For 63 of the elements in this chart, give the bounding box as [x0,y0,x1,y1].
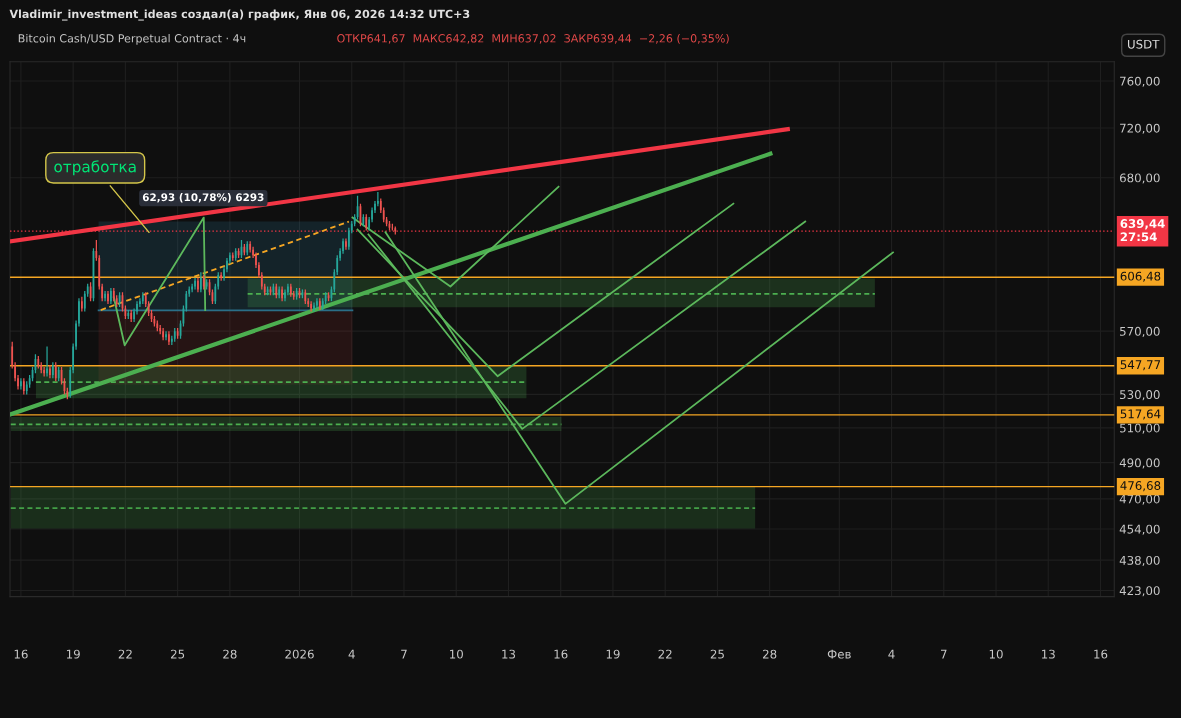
candlestick [194,277,196,291]
annotation: отработка [54,160,136,176]
candlestick [80,296,83,313]
candlestick [316,297,318,310]
x-tick-label: Фев [827,649,851,659]
candlestick [20,377,22,391]
x-tick-label: 4 [888,649,895,659]
chart-title: Bitcoin Cash/USD Perpetual Contract · 4ч [18,33,246,45]
candlestick [49,364,51,379]
x-tick-label: 13 [502,649,516,659]
ref-line-label: 639,44 27:54 [1120,219,1165,242]
x-tick-label: 25 [170,649,185,659]
x-tick-label: 28 [223,649,237,659]
annotation: 62,93 (10,78%) 6293 [142,193,264,203]
x-tick-label: 19 [66,649,80,659]
candlestick [197,277,199,293]
candlestick [199,271,202,293]
ref-line-label: 547,77 [1120,360,1161,371]
x-tick-label: 25 [710,649,724,659]
candlestick [104,290,106,302]
x-tick-label: 10 [450,649,463,659]
x-tick-label: 16 [554,649,568,659]
candlestick [107,290,109,305]
candlestick [168,330,170,346]
ref-line-label: 517,64 [1120,409,1161,420]
line-series [112,216,207,347]
y-tick-label: 720,00 [1120,123,1160,134]
x-tick-label: 7 [940,649,947,659]
candlestick [345,237,347,251]
y-tick-label: 680,00 [1119,173,1160,184]
y-tick-label: 423,00 [1119,586,1160,597]
candlestick [281,285,283,302]
y-tick-label: 760,00 [1120,76,1160,87]
x-tick-label: 22 [118,649,132,659]
x-tick-label: 10 [989,649,1003,659]
candlestick [313,301,315,313]
chart-subtitle: ОТКР641,67 МАКС642,82 МИН637,02 ЗАКР639,44 −2,26 (−0,35%) [337,33,729,44]
y-tick-label: 490,00 [1119,458,1160,469]
y-tick-label: 570,00 [1120,326,1160,337]
x-tick-label: 16 [1094,649,1108,659]
candlestick [162,327,164,341]
candlestick [46,345,48,378]
x-tick-label: 4 [348,649,355,659]
y-tick-label: 438,00 [1119,555,1160,567]
x-tick-label: 22 [658,649,672,659]
y-tick-label: 454,00 [1119,524,1160,535]
x-tick-label: 28 [763,649,777,659]
x-tick-label: 16 [14,649,28,659]
y-tick-label: 470,00 [1119,494,1160,505]
x-tick-label: 13 [1042,649,1055,659]
ref-line-label: 606,48 [1120,271,1161,282]
y-tick-label: 510,00 [1120,423,1160,434]
ref-line-label: 476,68 [1120,481,1161,492]
candlestick [310,300,312,313]
text: Vladimir_investment_ideas создал(а) график, Янв 06, 2026 14:32 UTC+3 [9,9,470,21]
y-axis-title: USDT [1128,39,1160,49]
candlestick [284,288,286,302]
x-tick-label: 2026 [285,649,314,659]
x-tick-label: 7 [401,649,407,659]
candlestick [165,330,167,341]
y-tick-label: 530,00 [1120,390,1160,401]
candlestick [110,287,112,305]
x-tick-label: 19 [606,649,620,659]
